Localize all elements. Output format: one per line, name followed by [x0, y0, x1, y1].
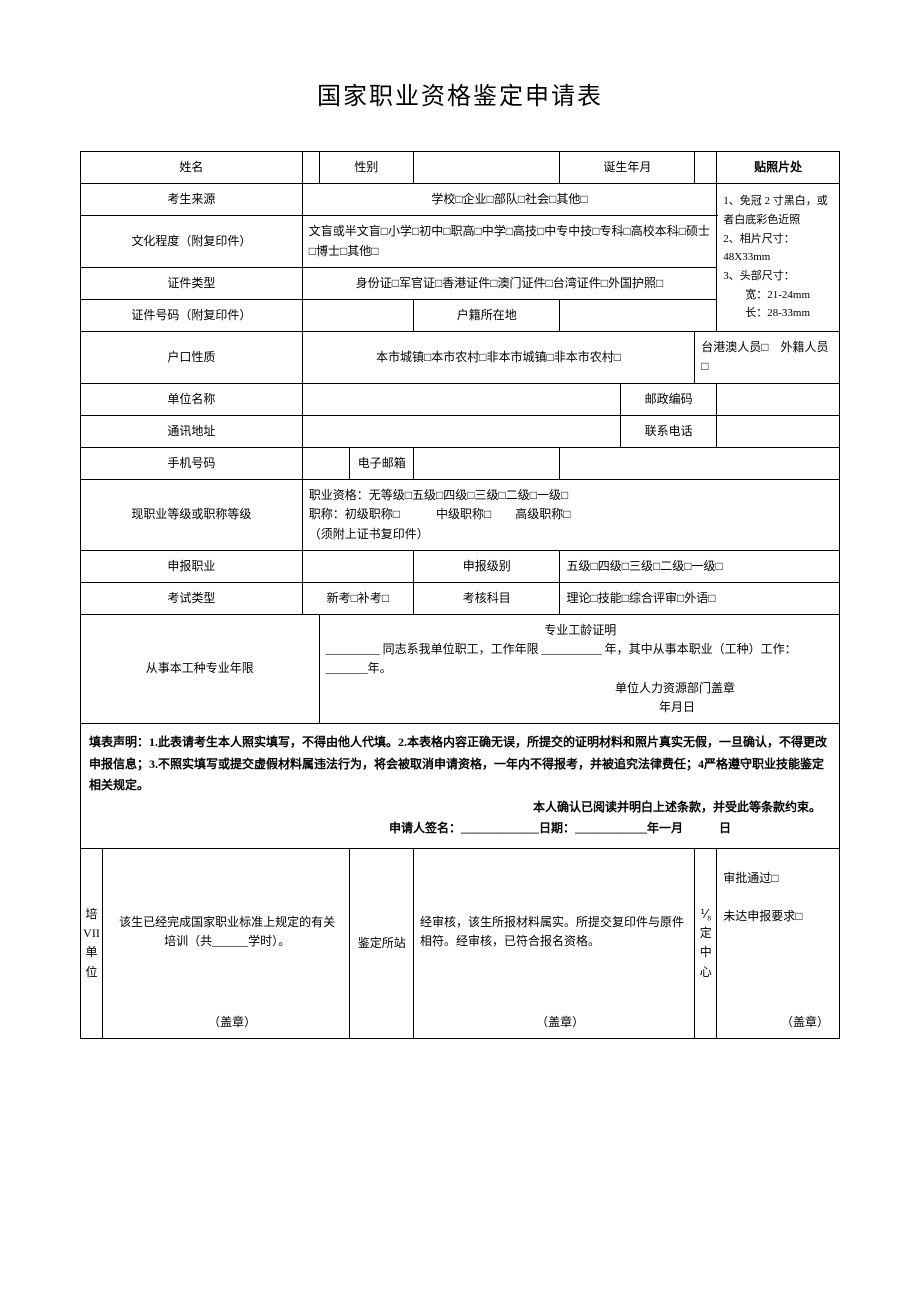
col2-seal: （盖章） [420, 1013, 700, 1032]
col2-label: 鉴定所站 [350, 848, 414, 1038]
source-options[interactable]: 学校□企业□部队□社会□其他□ [302, 184, 717, 216]
col3-body: 审批通过□ 未达申报要求□ （盖章） [717, 848, 840, 1038]
idnum-label: 证件号码（附复印件） [81, 300, 303, 332]
name-label: 姓名 [81, 152, 303, 184]
exam-type-label: 考试类型 [81, 582, 303, 614]
zip-value[interactable] [717, 383, 840, 415]
edu-options[interactable]: 文盲或半文盲□小学□初中□职高□中学□高技□中专中技□专科□高校本科□硕士□博士… [302, 216, 717, 267]
col3-seal: （盖章） [781, 1013, 829, 1032]
huji-label: 户籍所在地 [414, 300, 560, 332]
tenure-title: 专业工龄证明 [326, 621, 835, 640]
tenure-sign: 单位人力资源部门盖章 [326, 679, 835, 698]
col1-text: 该生已经完成国家职业标准上规定的有关培训（共______学时）。 [109, 913, 345, 951]
sign-line[interactable]: 申请人签名：_____________日期：____________年一月 日 [89, 818, 831, 840]
tenure-body[interactable]: 专业工龄证明 _________ 同志系我单位职工，工作年限 _________… [319, 615, 839, 724]
declaration-confirm: 本人确认已阅读并明白上述条款，并受此等条款约束。 [89, 797, 831, 819]
source-label: 考生来源 [81, 184, 303, 216]
tenure-body1: _________ 同志系我单位职工，工作年限 __________ 年，其中从… [326, 640, 835, 678]
col2-text: 经审核，该生所报材料属实。所提交复印件与原件相符。经审核，已符合报名资格。 [420, 913, 690, 951]
tel-value[interactable] [717, 415, 840, 447]
col1-label: 培VII单位 [81, 848, 103, 1038]
hukou-extra[interactable]: 台港澳人员□ 外籍人员□ [695, 332, 840, 383]
idtype-options[interactable]: 身份证□军官证□香港证件□澳门证件□台湾证件□外国护照□ [302, 267, 717, 299]
apply-level-label: 申报级别 [414, 550, 560, 582]
birth-label: 诞生年月 [560, 152, 695, 184]
apply-job-value[interactable] [302, 550, 413, 582]
col1-body: 该生已经完成国家职业标准上规定的有关培训（共______学时）。 （盖章） [103, 848, 350, 1038]
email-sep [414, 447, 560, 479]
col1-seal: （盖章） [109, 1013, 355, 1032]
idtype-label: 证件类型 [81, 267, 303, 299]
tel-label: 联系电话 [620, 415, 716, 447]
huji-value[interactable] [560, 300, 717, 332]
addr-label: 通讯地址 [81, 415, 303, 447]
tenure-label: 从事本工种专业年限 [81, 615, 320, 724]
tenure-date: 年月日 [326, 698, 835, 717]
current-level-label: 现职业等级或职称等级 [81, 480, 303, 551]
unit-label: 单位名称 [81, 383, 303, 415]
gender-label: 性别 [319, 152, 413, 184]
exam-subj-options[interactable]: 理论□技能□综合评审□外语□ [560, 582, 840, 614]
exam-subj-label: 考核科目 [414, 582, 560, 614]
col3-text[interactable]: 审批通过□ 未达申报要求□ [723, 869, 835, 927]
col3-label: ⅟₈定中心 [695, 848, 717, 1038]
gender-value[interactable] [414, 152, 560, 184]
addr-value[interactable] [302, 415, 620, 447]
photo-notes: 1、免冠 2 寸黑白，或者白底彩色近照 2、相片尺寸：48X33mm 3、头部尺… [717, 184, 840, 332]
edu-label: 文化程度（附复印件） [81, 216, 303, 267]
photo-label: 贴照片处 [717, 152, 840, 184]
apply-level-options[interactable]: 五级□四级□三级□二级□一级□ [560, 550, 840, 582]
birth-value[interactable] [695, 152, 717, 184]
mobile-label: 手机号码 [81, 447, 303, 479]
exam-type-options[interactable]: 新考□补考□ [302, 582, 413, 614]
page-title: 国家职业资格鉴定申请表 [80, 76, 840, 111]
current-level-text[interactable]: 职业资格：无等级□五级□四级□三级□二级□一级□ 职称：初级职称□ 中级职称□ … [302, 480, 839, 551]
name-value[interactable] [302, 152, 319, 184]
mobile-value[interactable] [302, 447, 350, 479]
idnum-value[interactable] [302, 300, 413, 332]
hukou-options[interactable]: 本市城镇□本市农村□非本市城镇□非本市农村□ [302, 332, 695, 383]
declaration-block: 填表声明：1.此表请考生本人照实填写，不得由他人代填。2.本表格内容正确无误，所… [81, 724, 840, 849]
email-label: 电子邮箱 [350, 447, 414, 479]
application-form: 姓名 性别 诞生年月 贴照片处 考生来源 学校□企业□部队□社会□其他□ 1、免… [80, 151, 840, 1039]
hukou-label: 户口性质 [81, 332, 303, 383]
zip-label: 邮政编码 [620, 383, 716, 415]
col2-body: 经审核，该生所报材料属实。所提交复印件与原件相符。经审核，已符合报名资格。 （盖… [414, 848, 695, 1038]
apply-job-label: 申报职业 [81, 550, 303, 582]
declaration-text: 填表声明：1.此表请考生本人照实填写，不得由他人代填。2.本表格内容正确无误，所… [89, 735, 827, 792]
email-value[interactable] [560, 447, 840, 479]
unit-value[interactable] [302, 383, 620, 415]
